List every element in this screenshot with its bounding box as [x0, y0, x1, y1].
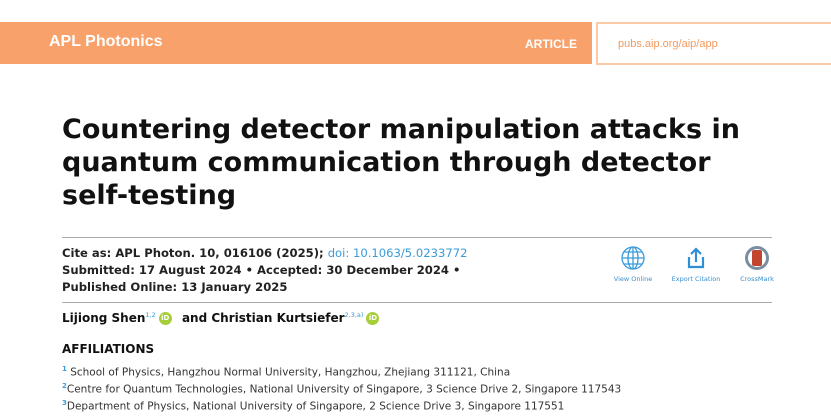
- affiliation-item: 2Centre for Quantum Technologies, Nation…: [62, 382, 621, 396]
- view-online-button[interactable]: View Online: [603, 245, 663, 283]
- affiliations-heading: AFFILIATIONS: [62, 342, 155, 356]
- export-icon: [687, 247, 705, 269]
- journal-header-bar: [0, 22, 592, 64]
- crossmark-label: CrossMark: [740, 275, 774, 283]
- url-box: [596, 22, 831, 65]
- author-joiner: and: [181, 311, 208, 325]
- divider: [62, 237, 772, 238]
- crossmark-icon: [745, 246, 769, 270]
- affiliation-item: 1 School of Physics, Hangzhou Normal Uni…: [62, 365, 510, 379]
- export-citation-button[interactable]: Export Citation: [666, 245, 726, 283]
- affiliation-number: 2: [62, 382, 67, 390]
- cite-line: Cite as: APL Photon. 10, 016106 (2025); …: [62, 246, 468, 260]
- crossmark-button[interactable]: CrossMark: [727, 245, 787, 283]
- orcid-icon[interactable]: iD: [158, 312, 172, 325]
- doi-link[interactable]: doi: 10.1063/5.0233772: [327, 246, 468, 260]
- affiliation-text: Department of Physics, National Universi…: [66, 400, 565, 413]
- article-title: Countering detector manipulation attacks…: [62, 114, 740, 211]
- orcid-icon[interactable]: iD: [366, 312, 380, 325]
- dates-line-2: Published Online: 13 January 2025: [62, 280, 288, 294]
- cite-text: Cite as: APL Photon. 10, 016106 (2025);: [62, 246, 328, 260]
- author-affiliation-ref: 2,3,a): [344, 311, 364, 319]
- journal-url[interactable]: pubs.aip.org/aip/app: [618, 38, 718, 50]
- affiliation-number: 1: [62, 365, 67, 373]
- globe-icon: [621, 246, 645, 270]
- affiliation-number: 3: [62, 399, 67, 407]
- author-list: Lijiong Shen1,2 iD and Christian Kurtsief…: [62, 311, 385, 325]
- affiliation-text: Centre for Quantum Technologies, Nationa…: [66, 383, 622, 396]
- affiliation-item: 3Department of Physics, National Univers…: [62, 399, 564, 413]
- view-online-label: View Online: [613, 275, 653, 283]
- journal-name[interactable]: APL Photonics: [49, 33, 163, 50]
- author-name[interactable]: Christian Kurtsiefer: [211, 311, 345, 325]
- divider: [62, 302, 772, 303]
- dates-line-1: Submitted: 17 August 2024 • Accepted: 30…: [62, 263, 461, 277]
- article-type: ARTICLE: [525, 37, 577, 51]
- author-name[interactable]: Lijiong Shen: [62, 311, 146, 325]
- affiliation-text: School of Physics, Hangzhou Normal Unive…: [70, 366, 511, 379]
- author-affiliation-ref: 1,2: [145, 311, 156, 319]
- export-citation-label: Export Citation: [671, 275, 721, 283]
